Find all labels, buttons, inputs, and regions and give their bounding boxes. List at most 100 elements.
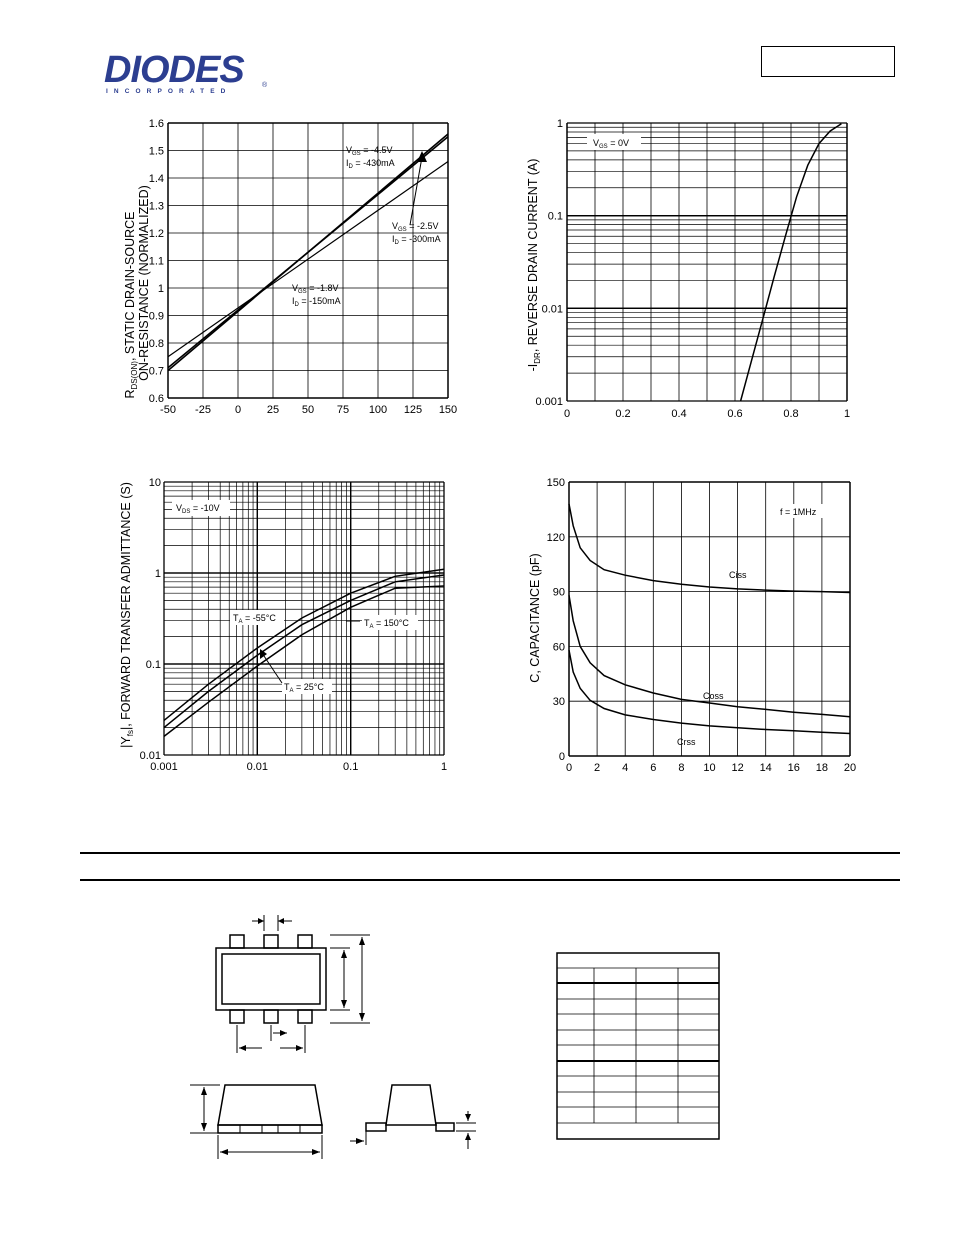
chart3-series-line <box>163 568 445 721</box>
chart4-xtick: 4 <box>622 762 628 774</box>
chart2-annot-box <box>587 134 641 150</box>
chart2-ytick: 1 <box>557 118 563 130</box>
chart1-annot-25-i: ID = -300mA <box>392 234 441 246</box>
chart1-xtick: -50 <box>160 404 176 416</box>
chart4-ytick: 150 <box>547 477 565 489</box>
chart4-xtick: 6 <box>650 762 656 774</box>
chart1-ytick: 1.5 <box>149 146 164 158</box>
chart2-xtick: 1 <box>844 408 850 420</box>
chart4-xtick: 0 <box>566 762 572 774</box>
chart1-ytick: 1.1 <box>149 256 164 268</box>
chart3-annot-55: TA = -55°C <box>233 613 276 625</box>
chart1-ytick: 1.2 <box>149 228 164 240</box>
chart1-annot-18-v: VGS = -1.8V <box>292 283 338 295</box>
chart2-xtick: 0.8 <box>783 408 798 420</box>
chart1-ytick: 0.8 <box>149 338 164 350</box>
chart1-annot-18-i: ID = -150mA <box>292 296 341 308</box>
chart3-ytick: 0.1 <box>146 659 161 671</box>
chart2-ylabel-sub: DR <box>533 352 542 364</box>
lead-bottom-3 <box>297 1009 313 1024</box>
chart2-ytick: 0.001 <box>535 396 563 408</box>
chart4-series-line <box>568 503 851 594</box>
chart2-xtick: 0.4 <box>671 408 686 420</box>
arrowhead-16 <box>465 1133 471 1140</box>
arrowhead-2 <box>278 918 284 924</box>
chart1-ytick: 1.3 <box>149 201 164 213</box>
arrowhead-1 <box>258 918 264 924</box>
chart3-ylabel-pre: |Y <box>119 736 133 748</box>
lead-top-2 <box>263 934 279 949</box>
chart1-xtick: 100 <box>369 404 387 416</box>
arrowhead-9 <box>280 1030 287 1036</box>
chart3-vds-box <box>172 500 230 516</box>
chart1-series-line <box>167 161 449 358</box>
chart1-xtick: 125 <box>404 404 422 416</box>
chart4-xtick: 2 <box>594 762 600 774</box>
lead-top-1 <box>229 934 245 949</box>
dimensions-table <box>556 952 720 1140</box>
chart3-arrow-line <box>261 652 283 684</box>
chart4-ytick: 120 <box>547 532 565 544</box>
table-border <box>556 952 720 1140</box>
chart-reverse-drain-current: 0 0.2 0.4 0.6 0.8 1 0.001 0.01 0.1 1 -IDR, REVERS… <box>526 118 850 420</box>
chart4-ciss-label: Ciss <box>729 570 747 580</box>
chart2-ylabel: -IDR, REVERSE DRAIN CURRENT (A) <box>526 159 542 372</box>
chart3-vds-label: VDS = -10V <box>176 503 220 515</box>
arrowhead-10 <box>201 1087 207 1095</box>
part-number-box <box>761 46 895 77</box>
chart2-vgs-label: VGS = 0V <box>593 138 629 150</box>
chart1-ylabel-rest: , STATIC DRAIN-SOURCE <box>123 211 137 361</box>
chart4-xtick: 14 <box>760 762 772 774</box>
chart4-freq-bg <box>777 504 823 518</box>
chart1-ylabel-line2: ON-RESISTANCE (NORMALIZED) <box>137 185 151 381</box>
chart1-xtick: 75 <box>337 404 349 416</box>
chart3-annot-25-bg <box>282 679 332 694</box>
arrowhead-12 <box>220 1149 228 1155</box>
package-body-outer <box>215 947 327 1011</box>
chart4-xtick: 8 <box>678 762 684 774</box>
chart1-ylabel: RDS(ON), STATIC DRAIN-SOURCE <box>123 211 139 398</box>
arrowhead-6 <box>341 1000 347 1008</box>
chart4-xtick: 16 <box>788 762 800 774</box>
chart3-annot-150-bg <box>362 615 418 630</box>
chart2-xtick: 0 <box>564 408 570 420</box>
logo-wordmark: DIODES <box>104 49 245 91</box>
chart3-ytick: 0.01 <box>140 750 161 762</box>
lead-bottom-2 <box>263 1009 279 1024</box>
package-outline-drawing <box>190 915 476 1159</box>
logo-subtitle: INCORPORATED <box>106 88 232 95</box>
chart-rdson-vs-temperature: -50 -25 0 25 50 75 100 125 150 0.6 0.7 0.8 0.9 1 1.1 1.… <box>123 118 457 416</box>
chart1-xtick: -25 <box>195 404 211 416</box>
chart3-xtick: 0.01 <box>247 761 268 773</box>
chart1-ytick: 0.7 <box>149 366 164 378</box>
chart3-ylabel-sub: fs <box>126 730 135 736</box>
chart4-series-line <box>568 649 851 735</box>
chart-capacitance: 0 2 4 6 8 10 12 14 16 18 20 0 30 60 90 120 150 C, CAPACI… <box>528 477 856 774</box>
arrowhead-15 <box>465 1114 471 1121</box>
chart3-annot-25: TA = 25°C <box>284 682 324 694</box>
side-view-body <box>217 1084 323 1126</box>
chart1-xtick: 50 <box>302 404 314 416</box>
chart2-ylabel-rest: , REVERSE DRAIN CURRENT (A) <box>526 159 540 353</box>
chart4-ytick: 90 <box>553 587 565 599</box>
chart1-ytick: 0.6 <box>149 393 164 405</box>
chart2-ytick: 0.01 <box>542 303 563 315</box>
chart3-ytick: 10 <box>149 477 161 489</box>
chart4-ylabel: C, CAPACITANCE (pF) <box>528 553 542 682</box>
chart3-ylabel-rest: |, FORWARD TRANSFER ADMITTANCE (S) <box>119 482 133 730</box>
chart3-series-line <box>163 585 445 737</box>
chart4-ytick: 60 <box>553 641 565 653</box>
chart3-xtick: 1 <box>441 761 447 773</box>
arrowhead-7 <box>239 1045 246 1051</box>
chart4-crss-label: Crss <box>677 737 696 747</box>
chart1-arrow-line <box>409 156 423 226</box>
arrowhead-8 <box>296 1045 303 1051</box>
chart1-series-line <box>167 136 449 369</box>
lead-bottom-1 <box>229 1009 245 1024</box>
chart1-xtick: 25 <box>267 404 279 416</box>
side-view-leads <box>217 1124 323 1134</box>
chart3-series-line <box>163 574 445 729</box>
chart1-annot-25-v: VGS = -2.5V <box>392 221 438 233</box>
chart3-ytick: 1 <box>155 568 161 580</box>
chart4-series-line <box>568 595 851 718</box>
